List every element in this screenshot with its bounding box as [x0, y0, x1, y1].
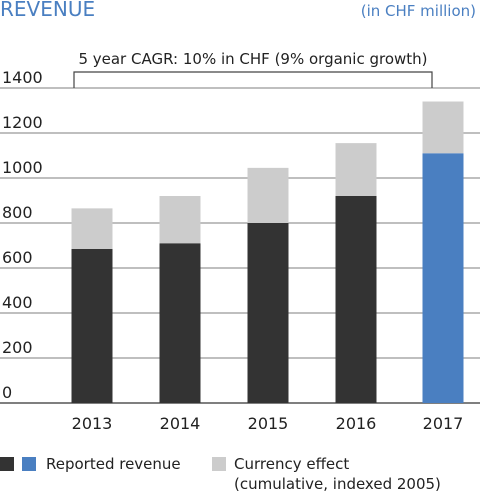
cagr-bracket: 5 year CAGR: 10% in CHF (9% organic grow… — [73, 50, 433, 88]
chart-unit-label: (in CHF million) — [361, 2, 476, 20]
chart-title: REVENUE — [0, 0, 95, 21]
bar-currency-effect — [247, 167, 289, 223]
bar-reported-revenue — [335, 196, 377, 403]
x-tick-label: 2016 — [336, 414, 377, 433]
legend-swatch-currency — [212, 457, 226, 471]
cagr-bracket-line — [73, 71, 433, 88]
y-tick-label: 800 — [2, 203, 33, 222]
bar-currency-effect — [159, 196, 201, 244]
legend-swatch-reported-blue — [22, 457, 36, 471]
x-tick-label: 2015 — [248, 414, 289, 433]
y-tick-label: 1400 — [2, 68, 43, 87]
bar-currency-effect — [335, 143, 377, 196]
x-tick-label: 2017 — [423, 414, 464, 433]
bar-reported-revenue — [159, 243, 201, 403]
cagr-annotation: 5 year CAGR: 10% in CHF (9% organic grow… — [78, 50, 427, 68]
x-tick-label: 2013 — [72, 414, 113, 433]
y-tick-label: 1000 — [2, 158, 43, 177]
y-tick-label: 600 — [2, 248, 33, 267]
y-tick-label: 1200 — [2, 113, 43, 132]
legend: Reported revenue Currency effect (cumula… — [0, 455, 441, 493]
bar-currency-effect — [422, 101, 464, 154]
legend-label-currency-line1: Currency effect — [234, 455, 349, 473]
bars — [71, 101, 464, 403]
legend-label-reported: Reported revenue — [46, 455, 181, 473]
x-tick-label: 2014 — [160, 414, 201, 433]
bar-reported-revenue — [71, 248, 113, 403]
x-axis-ticks: 2013 2014 2015 2016 2017 — [72, 414, 464, 433]
bar-reported-revenue — [247, 223, 289, 403]
y-tick-label: 200 — [2, 338, 33, 357]
bar-currency-effect — [71, 208, 113, 249]
y-tick-label: 0 — [2, 383, 12, 402]
bar-reported-revenue — [422, 153, 464, 403]
legend-swatch-reported-dark — [0, 457, 14, 471]
y-tick-label: 400 — [2, 293, 33, 312]
legend-label-currency-line2: (cumulative, indexed 2005) — [234, 475, 441, 493]
y-axis-ticks: 0 200 400 600 800 1000 1200 1400 — [2, 68, 43, 402]
